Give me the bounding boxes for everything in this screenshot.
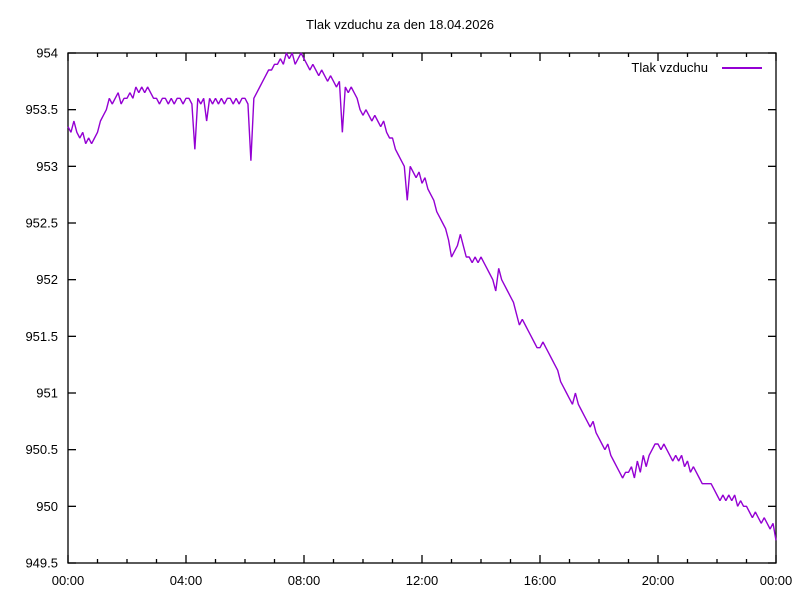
y-tick-label: 949.5	[25, 556, 58, 571]
x-tick-label: 16:00	[524, 573, 557, 588]
legend: Tlak vzduchu	[631, 60, 762, 75]
y-tick-label: 950.5	[25, 442, 58, 457]
y-tick-label: 953.5	[25, 102, 58, 117]
y-tick-label: 953	[36, 159, 58, 174]
plot-border	[67, 52, 777, 564]
legend-line-swatch	[722, 66, 762, 69]
x-tick-label: 12:00	[406, 573, 439, 588]
x-tick-label: 00:00	[760, 573, 793, 588]
x-tick-label: 08:00	[288, 573, 321, 588]
legend-label: Tlak vzduchu	[631, 60, 708, 75]
chart-title: Tlak vzduchu za den 18.04.2026	[306, 17, 494, 32]
y-tick-label: 950	[36, 499, 58, 514]
pressure-line	[67, 52, 777, 541]
y-tick-label: 951	[36, 386, 58, 401]
y-tick-label: 952	[36, 272, 58, 287]
y-tick-label: 954	[36, 46, 58, 61]
x-tick-label: 04:00	[170, 573, 203, 588]
x-tick-label: 00:00	[52, 573, 85, 588]
y-tick-label: 952.5	[25, 216, 58, 231]
y-tick-label: 951.5	[25, 329, 58, 344]
x-tick-label: 20:00	[642, 573, 675, 588]
